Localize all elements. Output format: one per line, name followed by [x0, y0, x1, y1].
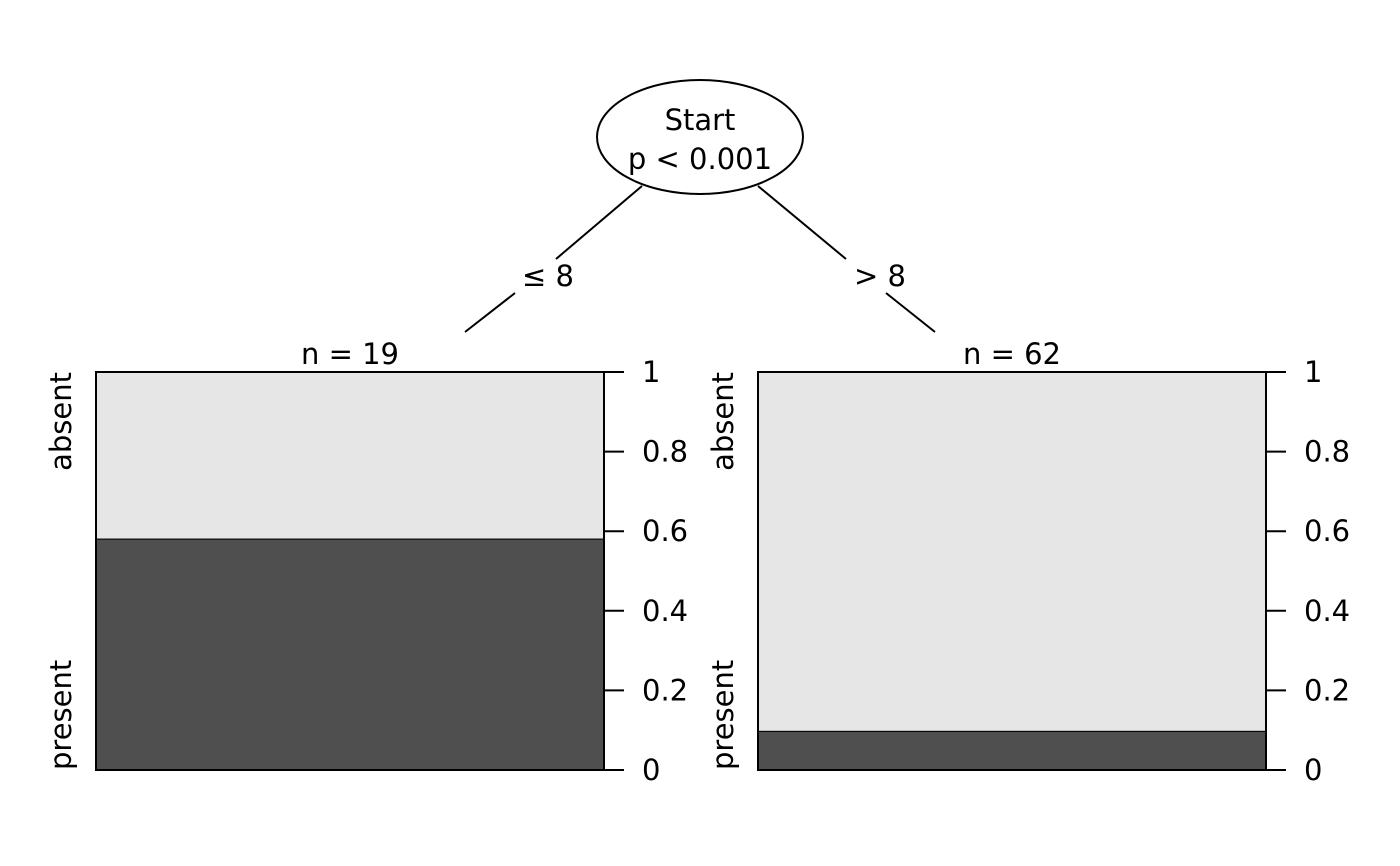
axis-tick-label: 0.6 — [1304, 514, 1350, 548]
bar-present — [757, 730, 1267, 771]
edge-right-label: > 8 — [854, 259, 906, 293]
edge-right — [757, 185, 847, 260]
category-label-absent: absent — [706, 372, 740, 471]
axis-tick-label: 1 — [1304, 355, 1322, 389]
axis-tick-label: 0 — [1304, 753, 1322, 787]
category-label-present: present — [44, 660, 78, 770]
axis-tick-label: 0.6 — [642, 514, 688, 548]
category-label-absent: absent — [44, 372, 78, 471]
bar-present — [95, 538, 605, 771]
axis-tick-label: 0.8 — [1304, 435, 1350, 469]
axis-tick-label: 0.2 — [1304, 673, 1350, 707]
bar-absent — [95, 371, 605, 540]
root-node — [596, 79, 804, 195]
edge-left-label: ≤ 8 — [522, 259, 574, 293]
axis-tick-label: 0.8 — [642, 435, 688, 469]
root-variable: Start — [665, 103, 736, 137]
category-label-present: present — [706, 660, 740, 770]
axis-tick-label: 0.4 — [642, 594, 688, 628]
leaf-n-label: n = 62 — [963, 337, 1061, 371]
edge-left — [555, 185, 643, 260]
axis-tick-label: 0.4 — [1304, 594, 1350, 628]
bar-absent — [757, 371, 1267, 732]
root-p-value: p < 0.001 — [628, 142, 772, 176]
edge-left — [464, 292, 516, 333]
axis-tick-label: 0.2 — [642, 673, 688, 707]
edge-right — [885, 292, 936, 333]
axis-tick-label: 0 — [642, 753, 660, 787]
leaf-panels: n = 19 absent present 0 0.2 0.4 0.6 0.8 1 n = 62 a… — [44, 337, 1350, 787]
leaf-n-label: n = 19 — [301, 337, 399, 371]
axis-tick-label: 1 — [642, 355, 660, 389]
